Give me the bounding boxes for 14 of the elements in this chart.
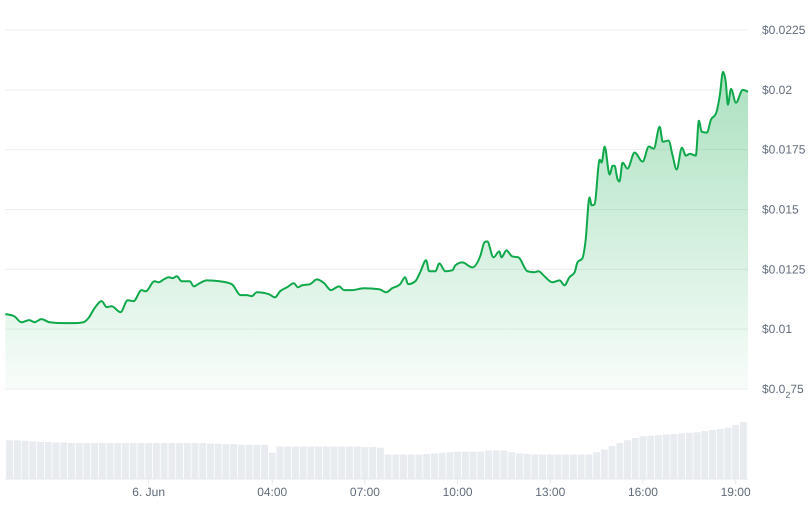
y-tick-label: $0.01 [762,322,792,336]
x-tick-label: 04:00 [257,485,288,499]
x-tick-label: 07:00 [350,485,380,499]
x-tick-label: 16:00 [628,485,658,499]
x-tick-label: 10:00 [442,485,473,499]
y-tick-label: $0.0$_{2}$75 [762,382,804,400]
y-tick-label: $0.015 [762,202,800,216]
y-tick-label: $0.0125 [762,262,806,276]
y-tick-label: $0.0175 [762,142,806,157]
x-tick-label: 19:00 [720,485,751,499]
y-tick-label: $0.0225 [762,23,806,37]
y-tick-label: $0.02 [762,82,792,97]
x-tick-label: 6. Jun [132,485,166,499]
x-tick-label: 13:00 [535,485,566,499]
